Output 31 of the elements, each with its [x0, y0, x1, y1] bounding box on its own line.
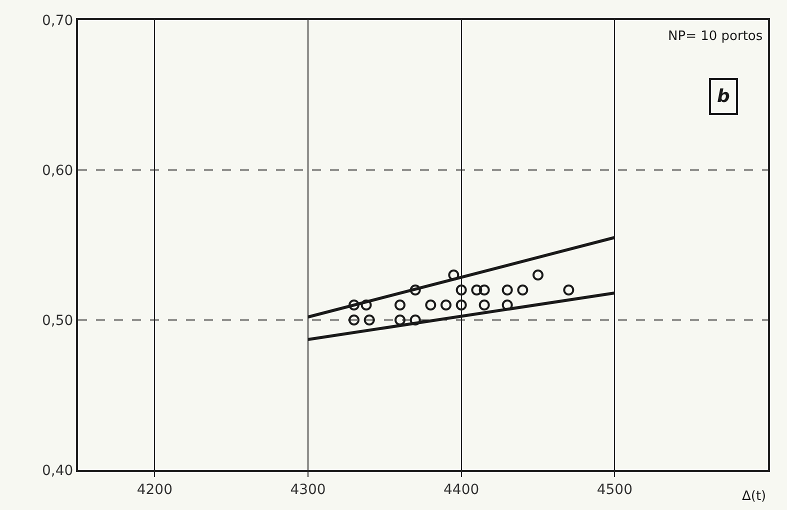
point — [502, 284, 513, 296]
x-axis-title: Δ(t) — [742, 489, 766, 504]
point — [471, 284, 482, 296]
point — [478, 300, 490, 310]
y-tick-label: 0,50 — [42, 312, 74, 329]
point — [348, 314, 360, 326]
point — [456, 284, 467, 296]
point — [360, 300, 372, 310]
x-tick-label: 4300 — [290, 482, 326, 498]
x-tick-label: 4200 — [136, 482, 172, 498]
point — [478, 284, 490, 296]
point — [364, 314, 375, 326]
point — [440, 300, 452, 310]
point — [425, 300, 436, 310]
point — [394, 300, 406, 310]
point — [563, 284, 574, 296]
annotation: NP= 10 portos — [668, 29, 763, 44]
point — [532, 270, 544, 280]
y-tick-label: 0,70 — [42, 12, 74, 29]
x-tick-label: 4400 — [444, 482, 480, 498]
point — [517, 284, 528, 296]
point — [410, 314, 421, 326]
y-tick-label: 0,40 — [42, 462, 74, 479]
x-tick-label: 4500 — [596, 482, 632, 498]
y-tick-label: 0,60 — [42, 162, 74, 179]
point — [410, 284, 421, 296]
point — [394, 314, 406, 326]
point — [348, 300, 360, 310]
point — [448, 270, 460, 280]
annotation: b — [717, 86, 730, 107]
point — [456, 300, 467, 310]
